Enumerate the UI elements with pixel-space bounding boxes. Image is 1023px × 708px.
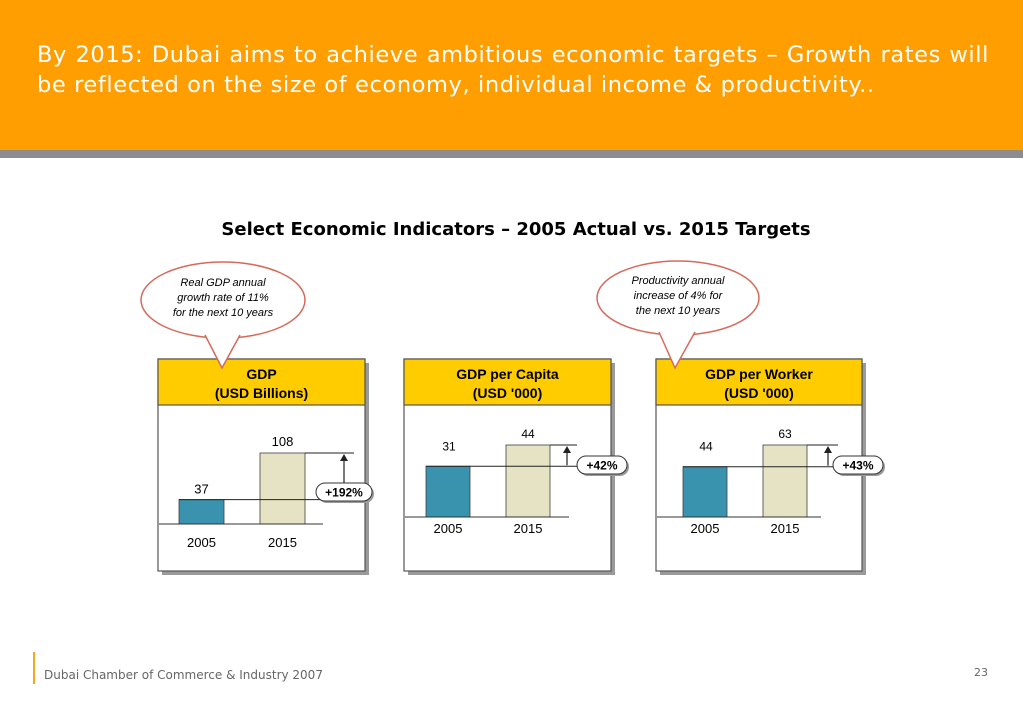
- panel-unit: (USD '000): [724, 385, 793, 401]
- growth-badge: [832, 455, 884, 475]
- bar-2005: [178, 499, 225, 525]
- category-label-2005: 2005: [434, 521, 463, 536]
- panel-title: GDP: [246, 366, 276, 382]
- growth-badge: [576, 455, 628, 475]
- page-number: 23: [974, 666, 988, 679]
- category-label-2005: 2005: [187, 535, 216, 550]
- footer-source: Dubai Chamber of Commerce & Industry 200…: [44, 668, 323, 682]
- growth-label: +42%: [586, 459, 617, 473]
- header-banner: By 2015: Dubai aims to achieve ambitious…: [0, 0, 1023, 150]
- panel-unit: (USD Billions): [215, 385, 308, 401]
- panel-title: GDP per Worker: [705, 366, 813, 382]
- panel-unit: (USD '000): [473, 385, 542, 401]
- panel-title-band: [157, 358, 366, 406]
- bar-2005: [425, 465, 471, 518]
- value-label-2005: 31: [442, 439, 456, 453]
- bar-2015: [505, 444, 551, 518]
- category-label-2005: 2005: [691, 521, 720, 536]
- category-label-2015: 2015: [514, 521, 543, 536]
- callout-text-line: growth rate of 11%: [177, 292, 269, 304]
- callout-text-line: the next 10 years: [636, 305, 721, 317]
- growth-label: +192%: [325, 486, 363, 500]
- category-label-2015: 2015: [268, 535, 297, 550]
- growth-label: +43%: [842, 459, 873, 473]
- growth-arrow-head: [340, 454, 348, 461]
- growth-arrow-head: [563, 446, 571, 453]
- callout-tail: [658, 331, 696, 370]
- callout-tail: [204, 334, 241, 370]
- panel-title-band: [403, 358, 612, 406]
- growth-arrow-head: [824, 446, 832, 453]
- callout-text-line: for the next 10 years: [173, 307, 274, 319]
- footer-accent-line: [33, 652, 35, 684]
- value-label-2005: 37: [194, 482, 208, 497]
- chart-subtitle: Select Economic Indicators – 2005 Actual…: [221, 219, 811, 240]
- indicator-charts: GDP (USD Billions) 37 108 2005 2015 +192% GDP p…: [140, 260, 885, 575]
- callout-text-line: Real GDP annual: [180, 277, 266, 289]
- header-divider: [0, 150, 1023, 158]
- value-label-2015: 63: [778, 427, 792, 441]
- growth-badge: [315, 482, 373, 502]
- value-label-2015: 44: [521, 427, 535, 441]
- callout-text-line: increase of 4% for: [634, 290, 724, 302]
- value-label-2005: 44: [699, 440, 713, 454]
- slide-title: By 2015: Dubai aims to achieve ambitious…: [37, 42, 989, 98]
- category-label-2015: 2015: [771, 521, 800, 536]
- panel-title-band: [655, 358, 863, 406]
- bar-2015: [762, 444, 808, 518]
- bar-2005: [682, 466, 728, 518]
- value-label-2015: 108: [272, 434, 294, 449]
- panel-title: GDP per Capita: [456, 366, 559, 382]
- bar-2015: [259, 452, 306, 525]
- callout-text-line: Productivity annual: [632, 275, 725, 287]
